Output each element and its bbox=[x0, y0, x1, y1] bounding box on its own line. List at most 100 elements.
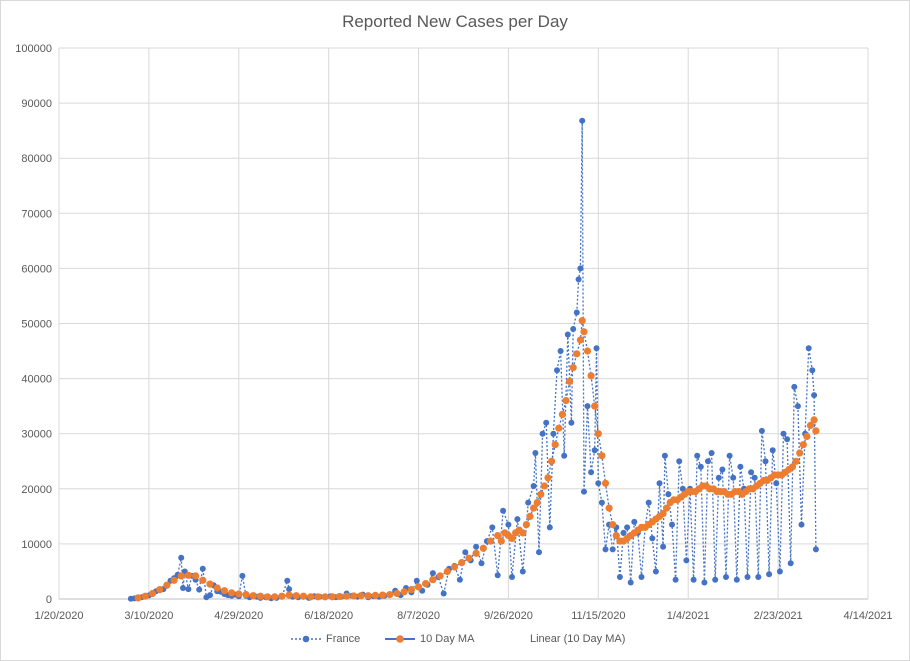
france-point bbox=[602, 546, 609, 553]
ma-point bbox=[371, 591, 379, 600]
ma-point bbox=[537, 490, 545, 498]
ma-point bbox=[663, 504, 671, 512]
ma-point bbox=[156, 586, 164, 594]
legend-label-france: France bbox=[326, 633, 361, 645]
france-series-line bbox=[130, 120, 817, 600]
plot-area: 0 10000 20000 30000 40000 50000 60000 70000 8000… bbox=[15, 43, 893, 622]
france-point bbox=[489, 524, 496, 531]
x-axis-labels: 1/20/2020 3/10/2020 4/29/2020 6/18/2020 8/7/… bbox=[35, 610, 893, 622]
france-point bbox=[494, 572, 501, 579]
france-point bbox=[679, 485, 686, 492]
france-point bbox=[744, 574, 751, 580]
france-point bbox=[624, 524, 631, 531]
ma-point bbox=[242, 591, 250, 599]
france-point bbox=[705, 458, 711, 465]
x-tick-label: 1/20/2020 bbox=[35, 610, 84, 622]
ma-point bbox=[393, 589, 401, 598]
france-point bbox=[500, 507, 507, 514]
ma-point bbox=[177, 572, 185, 580]
legend-ma-swatch bbox=[385, 635, 415, 643]
france-point bbox=[811, 392, 818, 399]
france-point bbox=[708, 450, 715, 456]
france-point bbox=[656, 480, 663, 487]
ma-point bbox=[292, 592, 300, 600]
ma-point bbox=[249, 592, 257, 600]
france-series-markers bbox=[127, 117, 819, 602]
france-point bbox=[577, 265, 584, 272]
france-point bbox=[185, 586, 192, 593]
france-point bbox=[591, 447, 598, 454]
ma-point bbox=[407, 586, 415, 594]
france-point bbox=[730, 474, 737, 481]
ma-point bbox=[569, 364, 577, 372]
ma-point bbox=[519, 529, 527, 537]
y-tick-label: 30000 bbox=[21, 429, 52, 441]
france-point bbox=[766, 571, 773, 578]
ma-point bbox=[540, 482, 549, 490]
france-point bbox=[712, 576, 719, 583]
ma-point bbox=[299, 592, 308, 600]
france-point bbox=[737, 463, 744, 470]
france-point bbox=[669, 521, 675, 528]
ma-point bbox=[213, 584, 221, 592]
ma-point bbox=[206, 580, 214, 588]
ma-point bbox=[497, 537, 505, 545]
france-point bbox=[505, 521, 512, 528]
ma-point bbox=[494, 532, 502, 540]
ma-point bbox=[436, 572, 444, 580]
ma-point bbox=[163, 581, 171, 589]
france-point bbox=[568, 419, 575, 426]
france-point bbox=[812, 546, 819, 553]
france-point bbox=[631, 518, 638, 525]
ma-point bbox=[278, 592, 286, 600]
legend-linear-swatch bbox=[494, 633, 526, 645]
ma-point bbox=[812, 427, 820, 435]
france-point bbox=[719, 466, 726, 473]
ma-point bbox=[598, 452, 606, 460]
y-axis-labels: 0 10000 20000 30000 40000 50000 60000 70000 8000… bbox=[15, 43, 52, 606]
ma-point bbox=[548, 457, 556, 465]
ma-point bbox=[321, 593, 329, 601]
france-point bbox=[413, 577, 420, 584]
france-point bbox=[462, 549, 469, 556]
france-point bbox=[178, 554, 185, 561]
france-point bbox=[697, 463, 704, 470]
france-line bbox=[130, 120, 817, 600]
legend-france-swatch bbox=[291, 635, 321, 643]
ma-point bbox=[591, 402, 599, 410]
ma-point bbox=[551, 441, 559, 449]
france-point bbox=[575, 276, 582, 283]
ma-point bbox=[573, 350, 581, 358]
france-point bbox=[758, 427, 765, 434]
ma-point bbox=[364, 592, 372, 600]
ma-point bbox=[379, 591, 387, 599]
ma-point bbox=[583, 347, 592, 355]
france-point bbox=[660, 543, 667, 550]
france-point bbox=[584, 403, 591, 410]
france-point bbox=[665, 491, 672, 498]
ma-point bbox=[184, 571, 192, 579]
ma-point bbox=[335, 592, 344, 601]
france-point bbox=[638, 574, 645, 580]
france-point bbox=[519, 568, 526, 575]
ma-point bbox=[256, 592, 264, 600]
ma-point bbox=[307, 593, 315, 601]
france-point bbox=[776, 568, 783, 575]
ma-point bbox=[465, 554, 473, 562]
france-point bbox=[286, 586, 293, 593]
france-point bbox=[616, 574, 623, 580]
france-point bbox=[676, 458, 683, 465]
ma-point bbox=[558, 410, 567, 418]
x-tick-label: 6/18/2020 bbox=[304, 610, 353, 622]
ma-point bbox=[479, 544, 487, 552]
france-point bbox=[627, 579, 634, 586]
france-point bbox=[748, 469, 755, 476]
ma-point bbox=[472, 549, 480, 557]
y-tick-label: 90000 bbox=[21, 98, 52, 110]
france-point bbox=[694, 452, 701, 459]
y-tick-label: 70000 bbox=[21, 208, 52, 220]
france-point bbox=[196, 586, 203, 593]
ma-point bbox=[594, 430, 602, 438]
ma-point bbox=[486, 537, 495, 545]
ma-point bbox=[792, 457, 800, 465]
